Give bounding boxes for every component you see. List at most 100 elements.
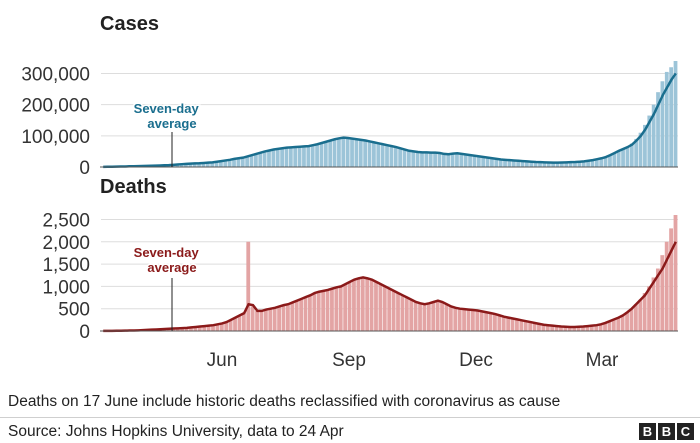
deaths-bar <box>219 323 224 331</box>
cases-bar <box>424 152 429 167</box>
deaths-bar <box>281 305 286 331</box>
cases-bar <box>573 162 577 167</box>
deaths-bar <box>387 288 392 331</box>
cases-bar <box>634 138 639 167</box>
cases-bar <box>332 139 337 167</box>
cases-bar <box>669 67 674 167</box>
deaths-bar <box>352 279 356 331</box>
deaths-bar <box>233 317 237 331</box>
deaths-bar <box>484 312 489 331</box>
deaths-bar <box>382 286 387 331</box>
cases-y-tick-label: 100,000 <box>21 127 90 148</box>
deaths-bar <box>576 326 581 331</box>
cases-bar <box>341 137 346 167</box>
deaths-bar <box>448 306 453 331</box>
cases-bar <box>673 61 678 167</box>
deaths-bar <box>303 297 308 331</box>
deaths-bar <box>457 308 462 331</box>
cases-bar <box>529 161 534 167</box>
cases-bar <box>498 159 503 167</box>
deaths-bar <box>268 308 273 331</box>
deaths-bar <box>343 284 348 331</box>
deaths-bar <box>396 293 400 331</box>
deaths-bar <box>545 325 550 331</box>
cases-bar <box>363 140 368 167</box>
x-axis-ticks: Jun Sep Dec Mar <box>207 350 619 371</box>
deaths-average-line <box>103 241 677 333</box>
cases-bar <box>651 104 656 167</box>
cases-y-tick-label: 0 <box>79 158 90 179</box>
deaths-bar <box>272 307 277 331</box>
deaths-bar <box>285 304 290 331</box>
deaths-bar <box>316 291 321 331</box>
cases-bar <box>433 152 437 167</box>
deaths-bar <box>642 293 647 331</box>
deaths-bar <box>215 324 220 331</box>
deaths-bar <box>616 317 621 331</box>
cases-title: Cases <box>100 13 159 35</box>
deaths-bar <box>378 284 383 331</box>
deaths-bar <box>554 326 559 331</box>
cases-bar <box>306 146 311 167</box>
deaths-bar <box>528 322 533 331</box>
cases-gridlines <box>101 72 678 137</box>
cases-bar <box>271 149 276 167</box>
cases-bar <box>210 162 215 167</box>
deaths-bar <box>211 325 215 331</box>
deaths-bar <box>475 310 480 331</box>
deaths-bar <box>510 318 515 331</box>
deaths-bar <box>559 326 563 331</box>
cases-bar <box>603 157 608 167</box>
cases-bar <box>253 153 258 167</box>
cases-annotation-label: Seven-day average <box>134 101 203 131</box>
cases-bar <box>450 153 455 167</box>
deaths-bar <box>669 228 673 331</box>
cases-bar <box>525 161 529 167</box>
deaths-bar <box>567 326 572 331</box>
deaths-bar <box>532 322 537 331</box>
cases-bar <box>192 163 197 167</box>
deaths-bar <box>290 302 295 331</box>
cases-bar <box>232 158 236 167</box>
deaths-bar <box>638 299 643 331</box>
cases-bar <box>262 151 267 167</box>
cases-bar <box>284 147 289 167</box>
deaths-y-tick-label: 1,500 <box>42 255 90 276</box>
cases-y-ticks: 0 100,000 200,000 300,000 <box>21 64 90 179</box>
cases-bar <box>380 144 385 167</box>
deaths-bar <box>493 314 497 331</box>
cases-bar <box>310 145 315 167</box>
cases-bar <box>367 141 372 167</box>
deaths-bar <box>391 290 396 331</box>
deaths-bar <box>479 311 484 331</box>
deaths-bar <box>563 326 568 331</box>
deaths-bar <box>259 310 264 331</box>
cases-bar <box>660 81 665 167</box>
deaths-bar <box>501 316 506 331</box>
footer-divider <box>0 417 700 418</box>
cases-bar <box>385 145 389 167</box>
cases-bar <box>503 159 507 167</box>
cases-bar <box>568 162 573 167</box>
deaths-bar <box>506 317 511 331</box>
cases-bar <box>350 138 354 167</box>
x-tick-label: Sep <box>332 350 366 371</box>
deaths-bar <box>365 278 370 331</box>
deaths-y-tick-label: 500 <box>58 300 90 321</box>
deaths-bar <box>435 300 440 331</box>
cases-bar <box>616 150 621 167</box>
x-tick-label: Dec <box>459 350 493 371</box>
deaths-bar <box>277 306 281 331</box>
cases-bar <box>345 138 350 167</box>
deaths-annotation-label: Seven-day average <box>134 245 203 275</box>
deaths-bar <box>673 215 678 331</box>
deaths-bar <box>581 326 585 331</box>
deaths-bar <box>255 310 259 331</box>
cases-bar <box>402 149 407 167</box>
cases-bar <box>468 155 472 167</box>
deaths-bar <box>431 302 436 331</box>
deaths-bar <box>325 289 330 331</box>
cases-bar <box>577 161 582 167</box>
deaths-bar <box>422 304 427 331</box>
